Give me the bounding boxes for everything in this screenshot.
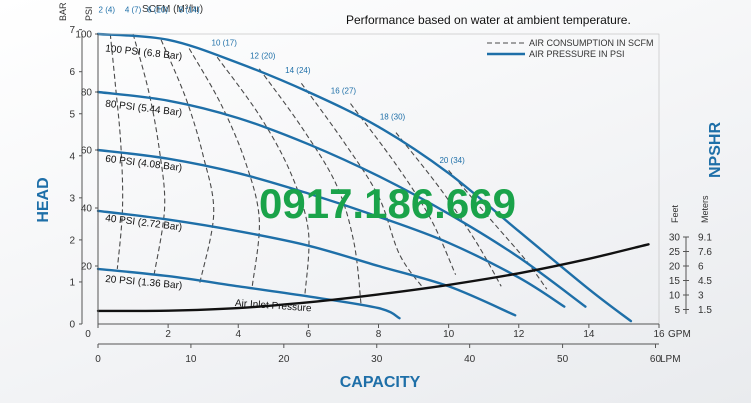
- lpm-tick-label: 50: [557, 354, 569, 365]
- scfm-label: 4 (7): [125, 5, 142, 14]
- air-consumption-curve: [188, 48, 260, 287]
- meters-tick-label: 6: [698, 262, 704, 273]
- scfm-label: 2 (4): [99, 5, 116, 14]
- feet-tick-label: 10: [669, 291, 681, 302]
- meters-unit-label: Meters: [700, 195, 710, 223]
- legend-label-air-consumption: AIR CONSUMPTION IN SCFM: [529, 38, 654, 48]
- air-consumption-curve: [350, 103, 457, 275]
- air-pressure-curve: [96, 209, 517, 317]
- lpm-tick-label: 30: [371, 354, 383, 365]
- air-consumption-curve: [300, 82, 425, 290]
- bar-tick-label: 3: [69, 193, 75, 204]
- gpm-tick-label: 0: [85, 329, 91, 340]
- gpm-tick-label: 12: [513, 329, 525, 340]
- chart-legend: AIR CONSUMPTION IN SCFM AIR PRESSURE IN …: [487, 38, 654, 59]
- scfm-label: 10 (17): [212, 39, 238, 48]
- air-pressure-curve: [96, 90, 587, 308]
- psi-tick-label: 100: [75, 30, 92, 41]
- air-consumption-curve: [132, 33, 166, 275]
- psi-tick-label: 80: [81, 88, 93, 99]
- bar-tick-label: 4: [69, 151, 75, 162]
- feet-tick-label: 25: [669, 247, 681, 258]
- air-pressure-curve-label: 60 PSI (4.08 Bar): [105, 154, 183, 174]
- gpm-tick-label: 4: [235, 329, 241, 340]
- scfm-label: 14 (24): [285, 66, 311, 75]
- npshr-curve: [96, 243, 650, 313]
- meters-tick-label: 3: [698, 291, 704, 302]
- meters-tick-label: 1.5: [698, 305, 712, 316]
- lpm-tick-label: 0: [95, 354, 101, 365]
- air-consumption-curve: [395, 132, 502, 287]
- lpm-tick-label: 20: [278, 354, 290, 365]
- meters-tick-label: 9.1: [698, 233, 712, 244]
- legend-label-air-pressure: AIR PRESSURE IN PSI: [529, 49, 625, 59]
- feet-tick-label: 15: [669, 276, 681, 287]
- bar-tick-label: 1: [69, 277, 75, 288]
- bar-tick-label: 6: [69, 67, 75, 78]
- psi-tick-label: 20: [81, 262, 93, 273]
- air-pressure-curve: [96, 148, 566, 308]
- scfm-label: 18 (30): [380, 113, 406, 122]
- lpm-unit-label: LPM: [660, 354, 681, 365]
- meters-tick-label: 4.5: [698, 276, 712, 287]
- scfm-label: 16 (27): [331, 86, 357, 95]
- feet-tick-label: 5: [674, 305, 680, 316]
- watermark-phone: 0917.186.669: [259, 180, 516, 227]
- lpm-tick-label: 10: [185, 354, 197, 365]
- meters-tick-label: 7.6: [698, 247, 712, 258]
- npshr-curve-label: Air Inlet Pressure: [235, 298, 313, 314]
- capacity-axis-title: CAPACITY: [340, 374, 421, 391]
- psi-tick-label: 60: [81, 146, 93, 157]
- bar-tick-label: 7: [69, 25, 75, 36]
- bar-tick-label: 2: [69, 235, 75, 246]
- air-pressure-curve: [96, 267, 401, 320]
- feet-tick-label: 20: [669, 262, 681, 273]
- air-pressure-curve: [96, 32, 633, 323]
- bar-unit-label: BAR: [58, 2, 68, 21]
- feet-unit-label: Feet: [670, 204, 680, 223]
- air-pressure-curve-label: 100 PSI (6.8 Bar): [105, 43, 183, 62]
- psi-tick-label: 40: [81, 204, 93, 215]
- scfm-label: 20 (34): [439, 156, 465, 165]
- air-consumption-curve: [448, 169, 548, 290]
- gpm-tick-label: 16: [653, 329, 665, 340]
- psi-unit-label: PSI: [84, 6, 94, 21]
- lpm-tick-label: 60: [650, 354, 662, 365]
- scfm-label: 8 (14): [179, 5, 200, 14]
- performance-note: Performance based on water at ambient te…: [346, 13, 631, 27]
- bar-tick-label: 0: [69, 320, 75, 331]
- air-consumption-curve: [216, 56, 310, 296]
- gpm-tick-label: 10: [443, 329, 455, 340]
- gpm-tick-label: 2: [165, 329, 171, 340]
- axes-group: 0 2 4 6 8 10 12 14 160 10 20 30 40 50 6020406080100012…: [69, 25, 712, 365]
- feet-tick-label: 30: [669, 233, 681, 244]
- gpm-tick-label: 8: [376, 329, 382, 340]
- npshr-axis-title: NPSHR: [707, 122, 724, 178]
- scfm-label: 12 (20): [250, 52, 276, 61]
- scfm-header: SCFM (M³/hr): [142, 4, 203, 15]
- bar-tick-label: 5: [69, 109, 75, 120]
- lpm-tick-label: 40: [464, 354, 476, 365]
- air-consumption-curve: [109, 33, 124, 269]
- gpm-tick-label: 14: [583, 329, 595, 340]
- scfm-label: 6 (10): [147, 5, 168, 14]
- gpm-tick-label: 6: [306, 329, 312, 340]
- gpm-unit-label: GPM: [668, 329, 691, 340]
- head-axis-title: HEAD: [35, 177, 52, 222]
- air-consumption-curve: [160, 39, 215, 284]
